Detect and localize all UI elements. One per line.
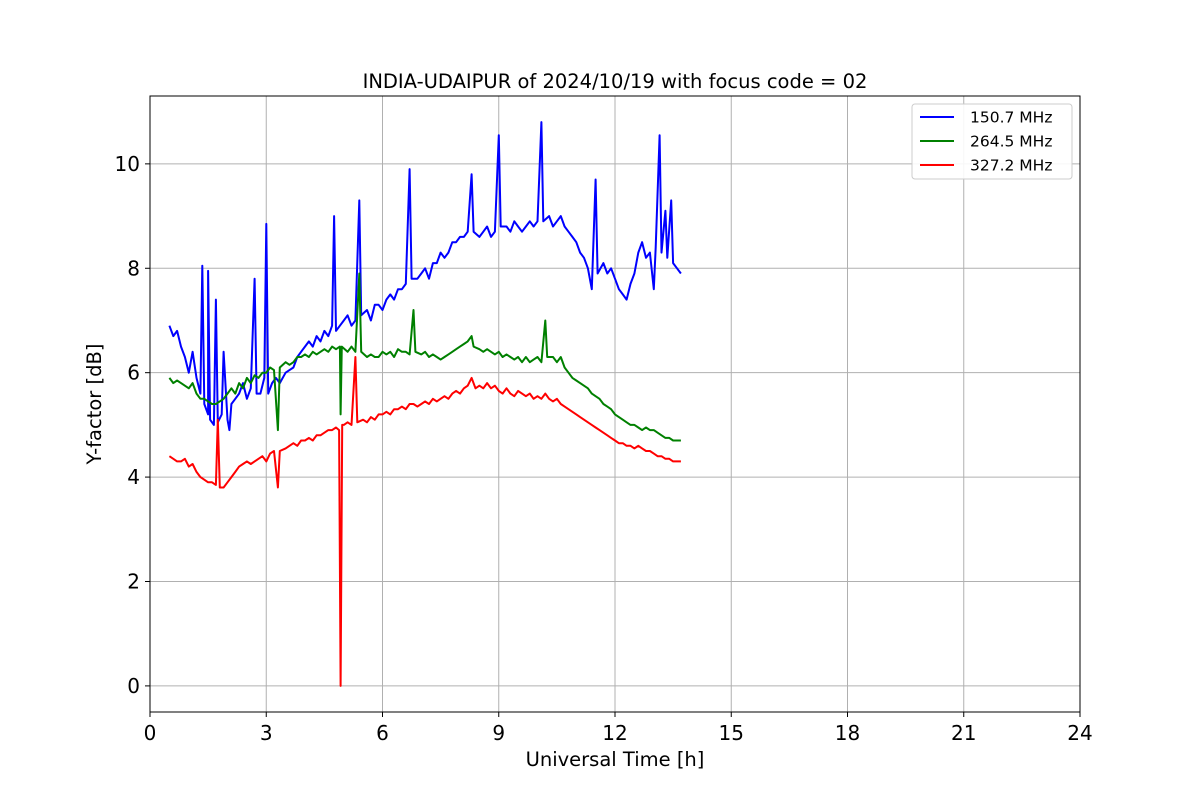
y-tick-label: 8: [127, 256, 140, 280]
plot-series: [168, 121, 682, 687]
x-axis-ticks: 0 3 6 9 12 15 18 21 24: [144, 712, 1093, 745]
chart-title: INDIA-UDAIPUR of 2024/10/19 with focus c…: [363, 70, 868, 93]
x-tick-label: 21: [951, 721, 976, 745]
y-tick-label: 2: [127, 569, 140, 593]
y-tick-label: 4: [127, 465, 140, 489]
x-tick-label: 12: [602, 721, 627, 745]
x-tick-label: 3: [260, 721, 273, 745]
series-line-3: [168, 356, 681, 687]
legend: 150.7 MHz 264.5 MHz 327.2 MHz: [911, 103, 1073, 180]
y-axis-ticks: 0 2 4 6 8 10: [115, 152, 150, 698]
x-tick-label: 24: [1067, 721, 1092, 745]
x-tick-label: 0: [144, 721, 157, 745]
legend-label-150-7: 150.7 MHz: [970, 109, 1052, 127]
x-tick-label: 15: [719, 721, 744, 745]
legend-box: [911, 103, 1073, 180]
series-line-1: [168, 121, 682, 432]
x-tick-label: 9: [492, 721, 505, 745]
x-axis-label: Universal Time [h]: [526, 748, 705, 771]
y-tick-label: 6: [127, 361, 140, 385]
x-tick-label: 18: [835, 721, 860, 745]
legend-label-327-2: 327.2 MHz: [970, 157, 1052, 175]
y-tick-label: 10: [115, 152, 140, 176]
y-axis-label: Y-factor [dB]: [83, 344, 106, 466]
y-tick-label: 0: [127, 674, 140, 698]
series-line-2: [168, 272, 681, 442]
x-tick-label: 6: [376, 721, 389, 745]
legend-label-264-5: 264.5 MHz: [970, 133, 1052, 151]
